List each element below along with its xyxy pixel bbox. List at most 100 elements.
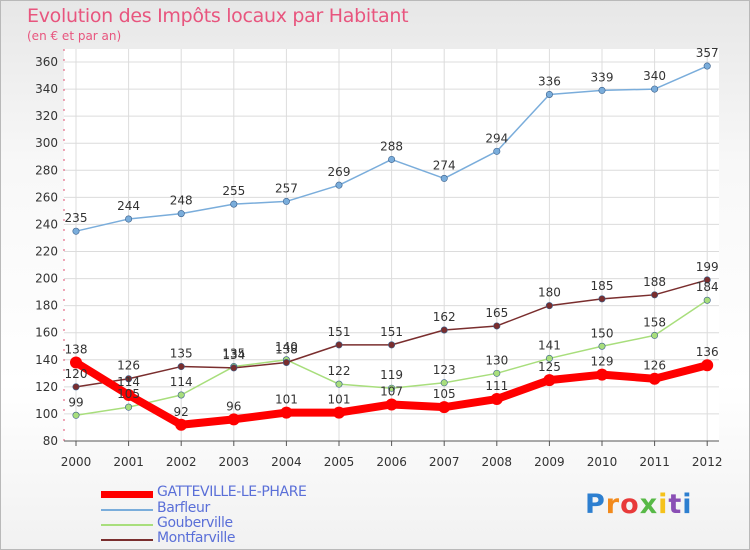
data-label-barfleur: 339 <box>591 70 614 84</box>
y-tick-label: 280 <box>35 163 58 177</box>
data-label-gatteville-le-phare: 96 <box>226 399 241 413</box>
data-point-barfleur <box>388 155 396 163</box>
proxiti-logo: Proxiti <box>585 489 693 520</box>
data-point-barfleur <box>335 181 343 189</box>
data-label-barfleur: 294 <box>485 131 508 145</box>
data-point-gouberville <box>177 391 185 399</box>
data-label-montfarville: 135 <box>170 347 193 361</box>
data-label-montfarville: 151 <box>328 325 351 339</box>
data-label-barfleur: 288 <box>380 139 403 153</box>
data-label-gouberville: 141 <box>538 338 561 352</box>
data-label-barfleur: 244 <box>117 199 140 213</box>
data-point-barfleur <box>545 90 553 98</box>
data-point-gouberville <box>125 403 133 411</box>
data-point-gouberville <box>651 331 659 339</box>
logo-letter: r <box>605 489 621 520</box>
logo-letter: i <box>682 489 693 520</box>
chart-subtitle: (en € et par an) <box>27 29 122 43</box>
x-tick-label: 2010 <box>587 455 618 469</box>
y-tick-label: 200 <box>35 272 58 286</box>
data-point-montfarville <box>177 363 185 371</box>
legend-label-barfleur: Barfleur <box>157 500 210 516</box>
data-label-gatteville-le-phare: 92 <box>174 405 189 419</box>
y-tick-label: 240 <box>35 217 58 231</box>
data-point-gatteville-le-phare <box>122 388 135 401</box>
data-point-barfleur <box>282 197 290 205</box>
data-point-montfarville <box>388 341 396 349</box>
data-point-montfarville <box>282 358 290 366</box>
data-point-barfleur <box>703 62 711 70</box>
data-label-montfarville: 180 <box>538 286 561 300</box>
data-label-barfleur: 235 <box>65 211 88 225</box>
x-tick-label: 2001 <box>113 455 144 469</box>
y-tick-label: 320 <box>35 109 58 123</box>
y-tick-label: 180 <box>35 299 58 313</box>
data-point-barfleur <box>125 215 133 223</box>
y-tick-label: 300 <box>35 136 58 150</box>
data-point-gatteville-le-phare <box>543 374 556 387</box>
data-label-gatteville-le-phare: 101 <box>328 393 351 407</box>
data-point-gouberville <box>545 354 553 362</box>
legend-swatch-barfleur <box>101 509 153 511</box>
data-label-montfarville: 120 <box>65 367 88 381</box>
data-point-gouberville <box>493 369 501 377</box>
data-point-barfleur <box>651 85 659 93</box>
x-tick-label: 2007 <box>429 455 460 469</box>
y-tick-label: 220 <box>35 245 58 259</box>
logo-letter: o <box>620 489 640 520</box>
data-point-gatteville-le-phare <box>385 398 398 411</box>
data-label-gatteville-le-phare: 126 <box>643 359 666 373</box>
data-point-gatteville-le-phare <box>648 372 661 385</box>
y-tick-label: 100 <box>35 407 58 421</box>
logo-letter: t <box>668 489 683 520</box>
data-point-gatteville-le-phare <box>490 393 503 406</box>
data-label-gouberville: 158 <box>643 315 666 329</box>
y-tick-label: 160 <box>35 326 58 340</box>
y-tick-label: 140 <box>35 353 58 367</box>
data-label-gatteville-le-phare: 105 <box>433 387 456 401</box>
data-point-montfarville <box>230 364 238 372</box>
y-tick-label: 360 <box>35 55 58 69</box>
data-point-montfarville <box>598 295 606 303</box>
data-label-barfleur: 357 <box>696 46 719 60</box>
legend-label-gatteville: GATTEVILLE-LE-PHARE <box>157 484 307 500</box>
data-point-gouberville <box>335 380 343 388</box>
data-label-gatteville-le-phare: 136 <box>696 345 719 359</box>
x-tick-label: 2008 <box>482 455 513 469</box>
y-tick-label: 80 <box>43 434 58 448</box>
data-label-montfarville: 188 <box>643 275 666 289</box>
data-label-barfleur: 248 <box>170 194 193 208</box>
data-label-gouberville: 184 <box>696 280 719 294</box>
logo-letter: P <box>585 489 606 520</box>
x-tick-label: 2004 <box>271 455 302 469</box>
data-label-gatteville-le-phare: 138 <box>65 342 88 356</box>
data-label-gouberville: 150 <box>591 326 614 340</box>
data-label-gatteville-le-phare: 111 <box>485 379 508 393</box>
data-point-gatteville-le-phare <box>175 418 188 431</box>
legend-label-gouberville: Gouberville <box>157 515 233 531</box>
legend-swatch-gatteville <box>101 491 153 498</box>
data-point-barfleur <box>177 210 185 218</box>
data-point-montfarville <box>125 375 133 383</box>
data-label-montfarville: 126 <box>117 359 140 373</box>
x-tick-label: 2006 <box>376 455 407 469</box>
data-point-barfleur <box>598 86 606 94</box>
data-label-barfleur: 336 <box>538 74 561 88</box>
x-tick-label: 2009 <box>534 455 565 469</box>
data-point-gatteville-le-phare <box>438 401 451 414</box>
data-point-montfarville <box>72 383 80 391</box>
x-tick-label: 2005 <box>324 455 355 469</box>
x-tick-label: 2003 <box>219 455 250 469</box>
data-point-gouberville <box>388 384 396 392</box>
data-point-gatteville-le-phare <box>227 413 240 426</box>
data-label-barfleur: 255 <box>222 184 245 198</box>
data-point-gatteville-le-phare <box>333 406 345 419</box>
data-label-gouberville: 130 <box>485 353 508 367</box>
data-point-montfarville <box>493 322 501 330</box>
legend-swatch-gouberville <box>101 524 153 526</box>
data-label-gatteville-le-phare: 101 <box>275 393 298 407</box>
data-label-gouberville: 99 <box>68 395 83 409</box>
data-label-gatteville-le-phare: 129 <box>591 355 614 369</box>
y-tick-label: 340 <box>35 82 58 96</box>
data-point-gouberville <box>440 379 448 387</box>
